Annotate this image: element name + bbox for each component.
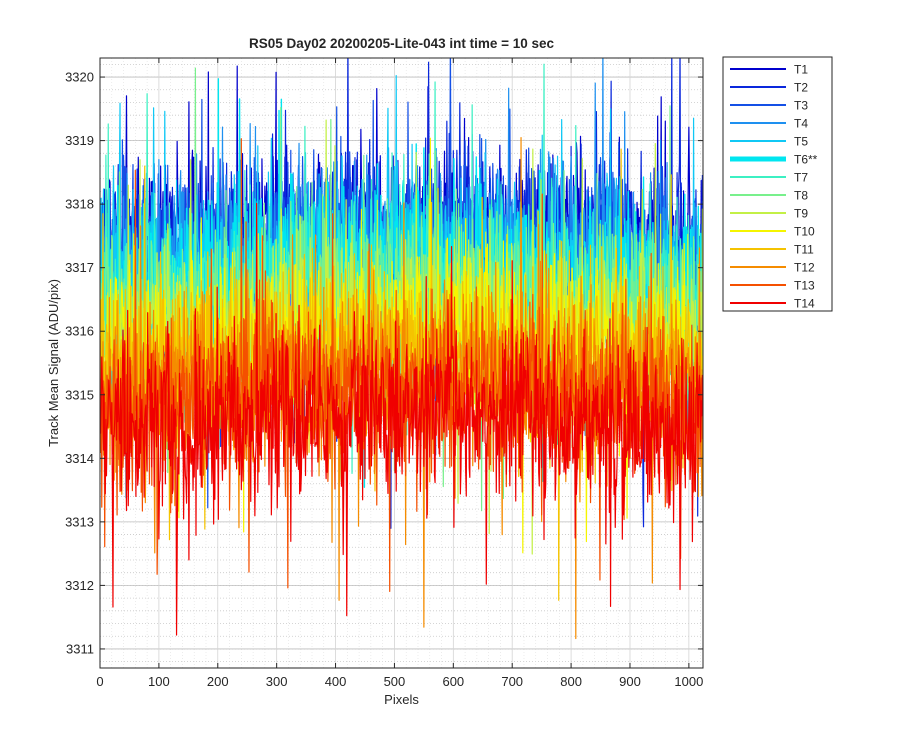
legend: T1 T2 T3 T4 T5 T6** T7 T8 T9 T10 T11 T12 T13 T14 — [722, 56, 833, 312]
y-tick-label: 3316 — [65, 324, 94, 339]
x-tick-label: 700 — [501, 674, 523, 689]
legend-label-t4: T4 — [794, 117, 808, 131]
x-tick-label: 200 — [207, 674, 229, 689]
tick-layer: 0 100 200 300 400 500 600 700 800 900 1000 3311 3312… — [65, 58, 703, 689]
legend-label-t6: T6** — [794, 153, 818, 167]
chart-title: RS05 Day02 20200205-Lite-043 int time = … — [249, 36, 555, 51]
y-tick-label: 3311 — [66, 641, 94, 656]
x-tick-label: 400 — [325, 674, 347, 689]
y-tick-label: 3317 — [65, 260, 94, 275]
legend-box — [722, 56, 833, 312]
legend-label-t12: T12 — [794, 261, 815, 275]
legend-label-t1: T1 — [794, 63, 808, 77]
x-tick-label: 1000 — [674, 674, 703, 689]
y-tick-label: 3313 — [65, 514, 94, 529]
legend-label-t2: T2 — [794, 81, 808, 95]
legend-label-t8: T8 — [794, 189, 808, 203]
legend-label-t14: T14 — [794, 297, 815, 311]
x-tick-label: 300 — [266, 674, 288, 689]
plot-clip — [100, 58, 703, 640]
legend-label-t9: T9 — [794, 207, 808, 221]
legend-label-t11: T11 — [794, 243, 814, 257]
y-tick-label: 3314 — [65, 451, 94, 466]
y-tick-label: 3320 — [65, 70, 94, 85]
y-axis-label: Track Mean Signal (ADU/pix) — [46, 279, 61, 447]
y-tick-label: 3315 — [65, 387, 94, 402]
x-tick-label: 500 — [384, 674, 406, 689]
legend-label-t13: T13 — [794, 279, 815, 293]
series-layer — [100, 58, 703, 640]
plot-area-frame — [99, 57, 704, 669]
legend-label-t3: T3 — [794, 99, 808, 113]
y-tick-label: 3312 — [65, 578, 94, 593]
x-tick-label: 900 — [619, 674, 641, 689]
series-line-t14 — [100, 202, 703, 636]
x-tick-label: 100 — [148, 674, 170, 689]
x-tick-label: 600 — [442, 674, 464, 689]
x-axis-label: Pixels — [384, 692, 419, 707]
y-tick-label: 3318 — [65, 197, 94, 212]
legend-label-t10: T10 — [794, 225, 815, 239]
x-tick-label: 800 — [560, 674, 582, 689]
x-tick-label: 0 — [96, 674, 103, 689]
legend-label-t5: T5 — [794, 135, 808, 149]
y-tick-label: 3319 — [65, 133, 94, 148]
legend-label-t7: T7 — [794, 171, 808, 185]
